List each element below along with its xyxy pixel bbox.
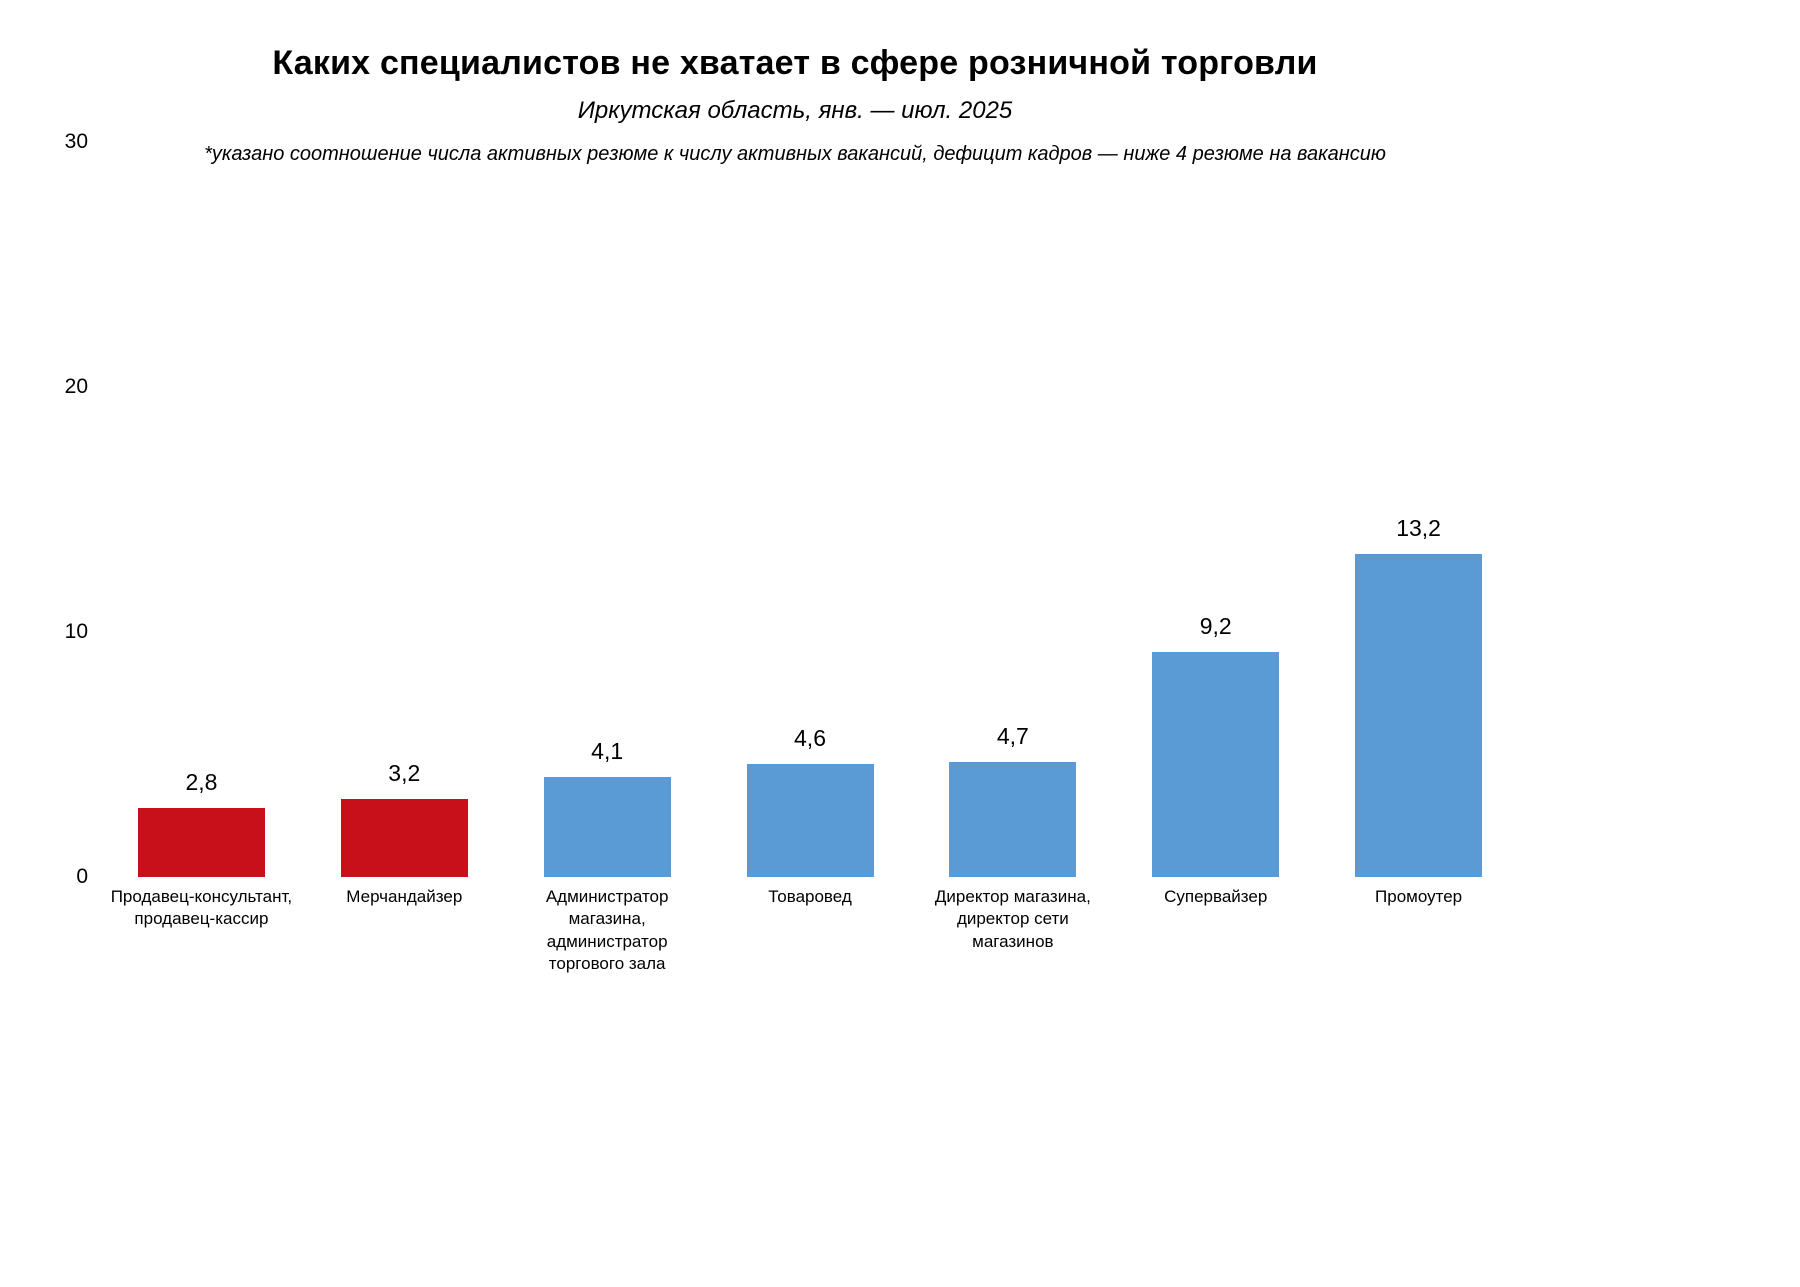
- bar-column: 4,7: [911, 142, 1114, 877]
- bar-value-label: 4,7: [996, 722, 1029, 749]
- bar: [1355, 553, 1483, 877]
- bar: [949, 761, 1077, 877]
- category-label: Товаровед: [768, 887, 852, 906]
- category-label: Супервайзер: [1164, 887, 1268, 906]
- bar-column: 4,6: [709, 142, 912, 877]
- bar-column: 4,1: [506, 142, 709, 877]
- bar-value-label: 13,2: [1396, 514, 1441, 541]
- chart-header: Каких специалистов не хватает в сфере ро…: [0, 0, 1590, 166]
- y-tick-label: 20: [64, 375, 88, 398]
- bar-column: 13,2: [1317, 142, 1520, 877]
- y-axis: 0 10 20 30: [40, 0, 88, 1287]
- bar: [1152, 651, 1280, 877]
- y-tick-label: 30: [64, 130, 88, 153]
- y-tick-label: 10: [64, 620, 88, 643]
- bar-value-label: 9,2: [1199, 612, 1232, 639]
- chart-subtitle: Иркутская область, янв. — июл. 2025: [577, 97, 1013, 124]
- y-tick-label: 0: [76, 865, 88, 888]
- chart-footnote: *указано соотношение числа активных резю…: [204, 143, 1386, 165]
- x-axis-labels: Продавец-консультант, продавец-кассир Мер…: [100, 886, 1520, 976]
- bar-column: 3,2: [303, 142, 506, 877]
- category-label: Мерчандайзер: [346, 887, 463, 906]
- bar-value-label: 3,2: [388, 759, 421, 786]
- bar: [137, 808, 265, 877]
- bar-value-label: 2,8: [185, 769, 218, 796]
- chart-title: Каких специалистов не хватает в сфере ро…: [272, 44, 1318, 82]
- bar-value-label: 4,6: [794, 725, 826, 752]
- category-label: Администратор магазина, администратор то…: [545, 887, 669, 974]
- plot-area: 2,8 3,2 4,1 4,6 4,7 9,2 13,2: [100, 142, 1520, 877]
- bar-column: 9,2: [1114, 142, 1317, 877]
- bar: [340, 798, 468, 877]
- bar: [543, 776, 671, 877]
- category-label: Промоутер: [1375, 887, 1463, 906]
- bar: [746, 764, 874, 877]
- bar-value-label: 4,1: [591, 737, 624, 764]
- bar-column: 2,8: [100, 142, 303, 877]
- category-label: Директор магазина, директор сети магазин…: [934, 887, 1091, 951]
- category-label: Продавец-консультант, продавец-кассир: [110, 887, 293, 929]
